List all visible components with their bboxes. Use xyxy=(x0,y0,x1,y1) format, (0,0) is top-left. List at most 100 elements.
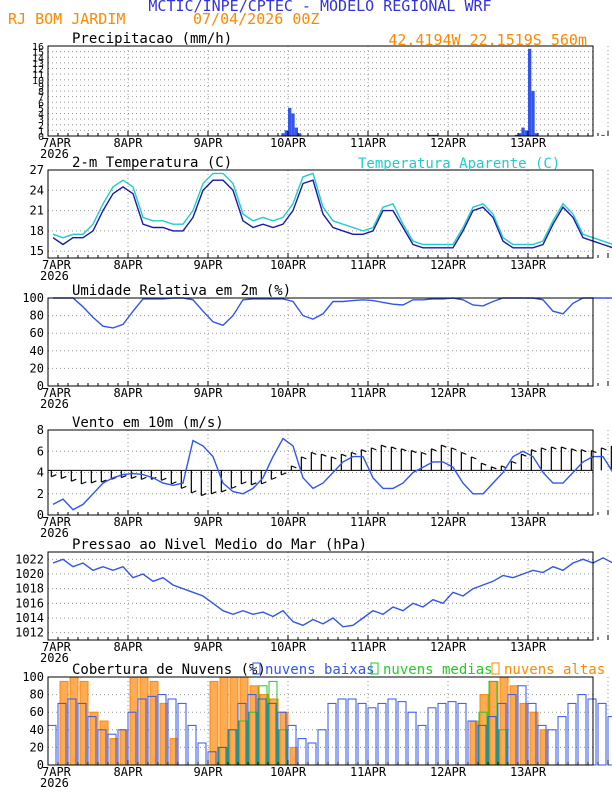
precip-bar xyxy=(291,113,295,136)
cloud-bar xyxy=(187,724,197,766)
cloud-bar xyxy=(169,738,179,766)
x-tick-label: 12APR xyxy=(430,640,467,654)
cloud-bar xyxy=(149,680,159,766)
x-tick-label: 12APR xyxy=(430,386,467,400)
wind-arrow-head xyxy=(281,472,287,476)
x-tick-label: 9APR xyxy=(194,515,224,529)
y-tick-label: 6 xyxy=(37,444,44,458)
wind-arrow-head xyxy=(421,451,427,455)
y-tick-label: 100 xyxy=(22,670,44,684)
wind-arrow-head xyxy=(61,475,67,480)
series-line xyxy=(52,172,612,246)
legend-swatch xyxy=(252,662,261,675)
x-tick-label: 8APR xyxy=(114,386,144,400)
y-tick-label: 1022 xyxy=(15,552,44,566)
y-tick-label: 27 xyxy=(30,163,44,177)
x-tick-label: 13APR xyxy=(510,386,547,400)
wind-arrow-head xyxy=(361,449,367,453)
y-tick-label: 1 xyxy=(38,126,44,137)
precip-bar xyxy=(434,134,438,136)
y-tick-label: 100 xyxy=(22,291,44,305)
y-tick-label: 9 xyxy=(38,81,44,92)
y-tick-label: 80 xyxy=(30,309,44,323)
wind-arrow-head xyxy=(271,476,277,480)
wind-arrow-head xyxy=(581,449,587,453)
precip-bar xyxy=(294,127,298,136)
y-tick-label: 13 xyxy=(32,59,44,70)
x-year-label: 2026 xyxy=(40,147,69,161)
panel-title: Cobertura de Nuvens (%) xyxy=(72,662,266,678)
y-tick-label: 7 xyxy=(38,93,44,104)
cloud-bar xyxy=(597,702,607,766)
precip-bar xyxy=(288,107,292,136)
y-tick-label: 1018 xyxy=(15,582,44,596)
x-tick-label: 11APR xyxy=(350,515,387,529)
y-tick-label: 2 xyxy=(37,487,44,501)
y-tick-label: 1012 xyxy=(15,626,44,640)
y-tick-label: 0 xyxy=(37,508,44,522)
cloud-bar xyxy=(509,685,519,766)
x-tick-label: 11APR xyxy=(350,765,387,779)
y-tick-label: 16 xyxy=(32,42,44,53)
panel-title: Pressao ao Nivel Medio do Mar (hPa) xyxy=(72,537,367,553)
wind-arrow-head xyxy=(561,446,567,450)
wind-arrow-head xyxy=(451,447,457,451)
wind-arrow-head xyxy=(171,481,177,485)
wind-arrow-head xyxy=(251,482,257,486)
cloud-bar xyxy=(427,707,437,766)
wind-arrow-head xyxy=(301,456,307,460)
wind-arrow-head xyxy=(571,448,577,452)
x-year-label: 2026 xyxy=(40,269,69,283)
cloud-bar xyxy=(529,711,539,766)
run-date: 07/04/2026 00Z xyxy=(193,10,319,28)
wind-arrow-head xyxy=(161,477,167,481)
panel-4: 0 2 4 6 8 7APR 8APR 9APR 10APR 11APR 12APR 13APR 202… xyxy=(37,415,612,540)
y-tick-label: 21 xyxy=(30,204,44,218)
y-tick-label: 20 xyxy=(30,740,44,754)
cloud-bar xyxy=(119,729,129,766)
cloud-bar xyxy=(347,698,357,766)
x-tick-label: 10APR xyxy=(270,136,307,150)
wind-arrow-head xyxy=(511,460,517,464)
x-tick-label: 12APR xyxy=(430,765,467,779)
x-tick-label: 8APR xyxy=(114,136,144,150)
x-tick-label: 9APR xyxy=(194,640,224,654)
cloud-bar xyxy=(289,746,299,766)
cloud-bar xyxy=(367,707,377,766)
cloud-bar xyxy=(89,711,99,766)
wind-arrow-head xyxy=(461,451,467,455)
cloud-bar xyxy=(417,724,427,766)
precip-bar xyxy=(514,134,518,136)
wind-arrow-head xyxy=(261,481,267,485)
wind-arrow-head xyxy=(291,465,297,469)
cloud-bar xyxy=(607,716,612,766)
precip-bar xyxy=(601,134,605,136)
x-tick-label: 8APR xyxy=(114,258,144,272)
location-label: RJ BOM JARDIM xyxy=(8,10,125,28)
precip-bar xyxy=(298,133,302,136)
cloud-bar xyxy=(109,738,119,766)
x-tick-label: 9APR xyxy=(194,765,224,779)
series-line xyxy=(52,557,612,628)
panel-frame xyxy=(47,551,594,641)
y-tick-label: 5 xyxy=(38,104,44,115)
wind-arrow-head xyxy=(311,451,317,455)
y-tick-label: 4 xyxy=(38,110,44,121)
wind-arrow-head xyxy=(241,481,247,485)
y-tick-label: 8 xyxy=(38,87,44,98)
x-tick-label: 10APR xyxy=(270,765,307,779)
wind-arrow-head xyxy=(341,453,347,457)
cloud-bar xyxy=(407,711,417,766)
cloud-bar xyxy=(197,742,207,766)
x-year-label: 2026 xyxy=(40,651,69,665)
x-tick-label: 9APR xyxy=(194,258,224,272)
cloud-bar xyxy=(307,742,317,766)
cloud-bar xyxy=(387,698,397,766)
y-tick-label: 1014 xyxy=(15,611,44,625)
wind-arrow-head xyxy=(381,444,387,448)
x-tick-label: 12APR xyxy=(430,136,467,150)
panel-frame xyxy=(47,676,594,766)
series-line xyxy=(52,179,612,249)
